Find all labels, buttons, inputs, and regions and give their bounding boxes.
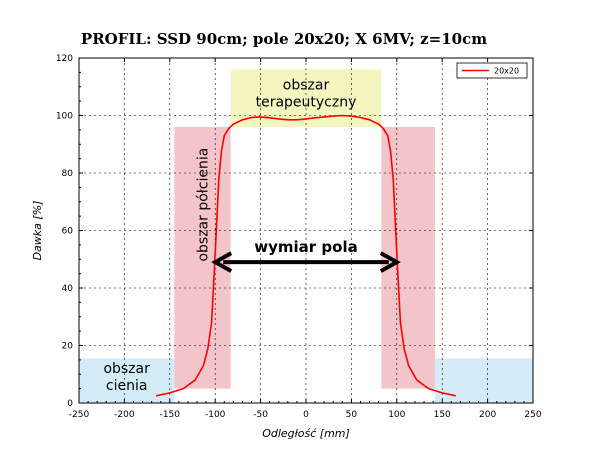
x-tick-label: 0 — [303, 410, 309, 420]
x-tick-label: -200 — [114, 410, 135, 420]
x-tick-label: 200 — [479, 410, 496, 420]
grid — [79, 58, 533, 403]
region-4 — [434, 358, 533, 403]
y-tick-label: 20 — [62, 342, 74, 352]
y-tick-label: 100 — [56, 112, 73, 122]
y-axis-label: Dawka [%] — [31, 201, 44, 261]
legend-box — [456, 62, 528, 79]
y-tick-label: 60 — [62, 227, 74, 237]
x-tick-label: 50 — [346, 410, 358, 420]
x-axis-label: Odległość [mm] — [262, 427, 350, 440]
x-tick-label: -250 — [69, 410, 90, 420]
axis-ticks: -250 -200 -150 -100 -50 0 50 100 150 200 250 0 20 40 6… — [56, 54, 542, 420]
arrow-head-right — [379, 251, 401, 273]
x-tick-label: 250 — [524, 410, 541, 420]
y-tick-label: 0 — [67, 399, 73, 409]
y-tick-label: 120 — [56, 54, 73, 64]
chart-title: PROFIL: SSD 90cm; pole 20x20; X 6MV; z=1… — [81, 30, 487, 48]
region-labels: obszar terapeutyczny obszar półcienia obsza… — [103, 78, 356, 394]
series-line-0 — [156, 114, 456, 397]
x-tick-label: -50 — [253, 410, 268, 420]
field-size-annotation: wymiar pola — [211, 238, 401, 273]
x-tick-label: 100 — [388, 410, 405, 420]
arrow-head-left — [211, 251, 233, 273]
series-group — [156, 114, 456, 397]
region-label-shadow: obszar cienia — [103, 361, 150, 394]
legend-label-0: 20x20 — [494, 67, 519, 76]
y-tick-label: 80 — [62, 169, 74, 179]
legend: 20x20 — [456, 62, 528, 79]
annotation-label: wymiar pola — [254, 238, 357, 256]
region-label-penumbra: obszar półcienia — [195, 148, 211, 262]
region-label-therapeutic: obszar terapeutyczny — [256, 78, 357, 111]
x-tick-label: -150 — [160, 410, 181, 420]
x-tick-label: 150 — [434, 410, 451, 420]
x-tick-label: -100 — [205, 410, 226, 420]
y-tick-label: 40 — [62, 284, 74, 294]
